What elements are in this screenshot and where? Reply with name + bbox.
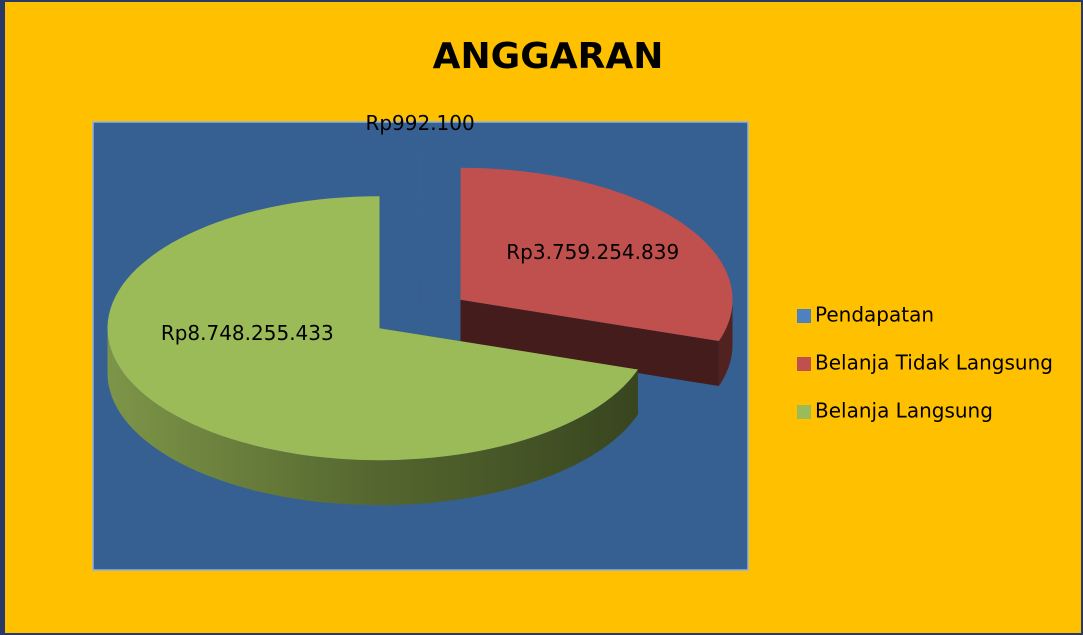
left-border: [0, 0, 5, 635]
slice-top: [107, 196, 638, 461]
legend-swatch: [797, 405, 811, 419]
slice: [460, 167, 733, 387]
slice-side: [718, 299, 733, 387]
slice-wall: [460, 299, 719, 387]
legend-label: Belanja Langsung: [815, 399, 993, 423]
legend-swatch: [797, 309, 811, 323]
slice-top: [460, 167, 733, 342]
slice: [107, 196, 638, 506]
legend-swatch: [797, 357, 811, 371]
slice-side: [107, 328, 638, 506]
data-label: Rp8.748.255.433: [161, 321, 334, 345]
data-label: Rp3.759.254.839: [506, 240, 679, 264]
chart-title: ANGGARAN: [433, 36, 664, 77]
data-label: Rp992.100: [365, 111, 474, 135]
legend-label: Belanja Tidak Langsung: [815, 351, 1053, 375]
legend-label: Pendapatan: [815, 303, 934, 327]
